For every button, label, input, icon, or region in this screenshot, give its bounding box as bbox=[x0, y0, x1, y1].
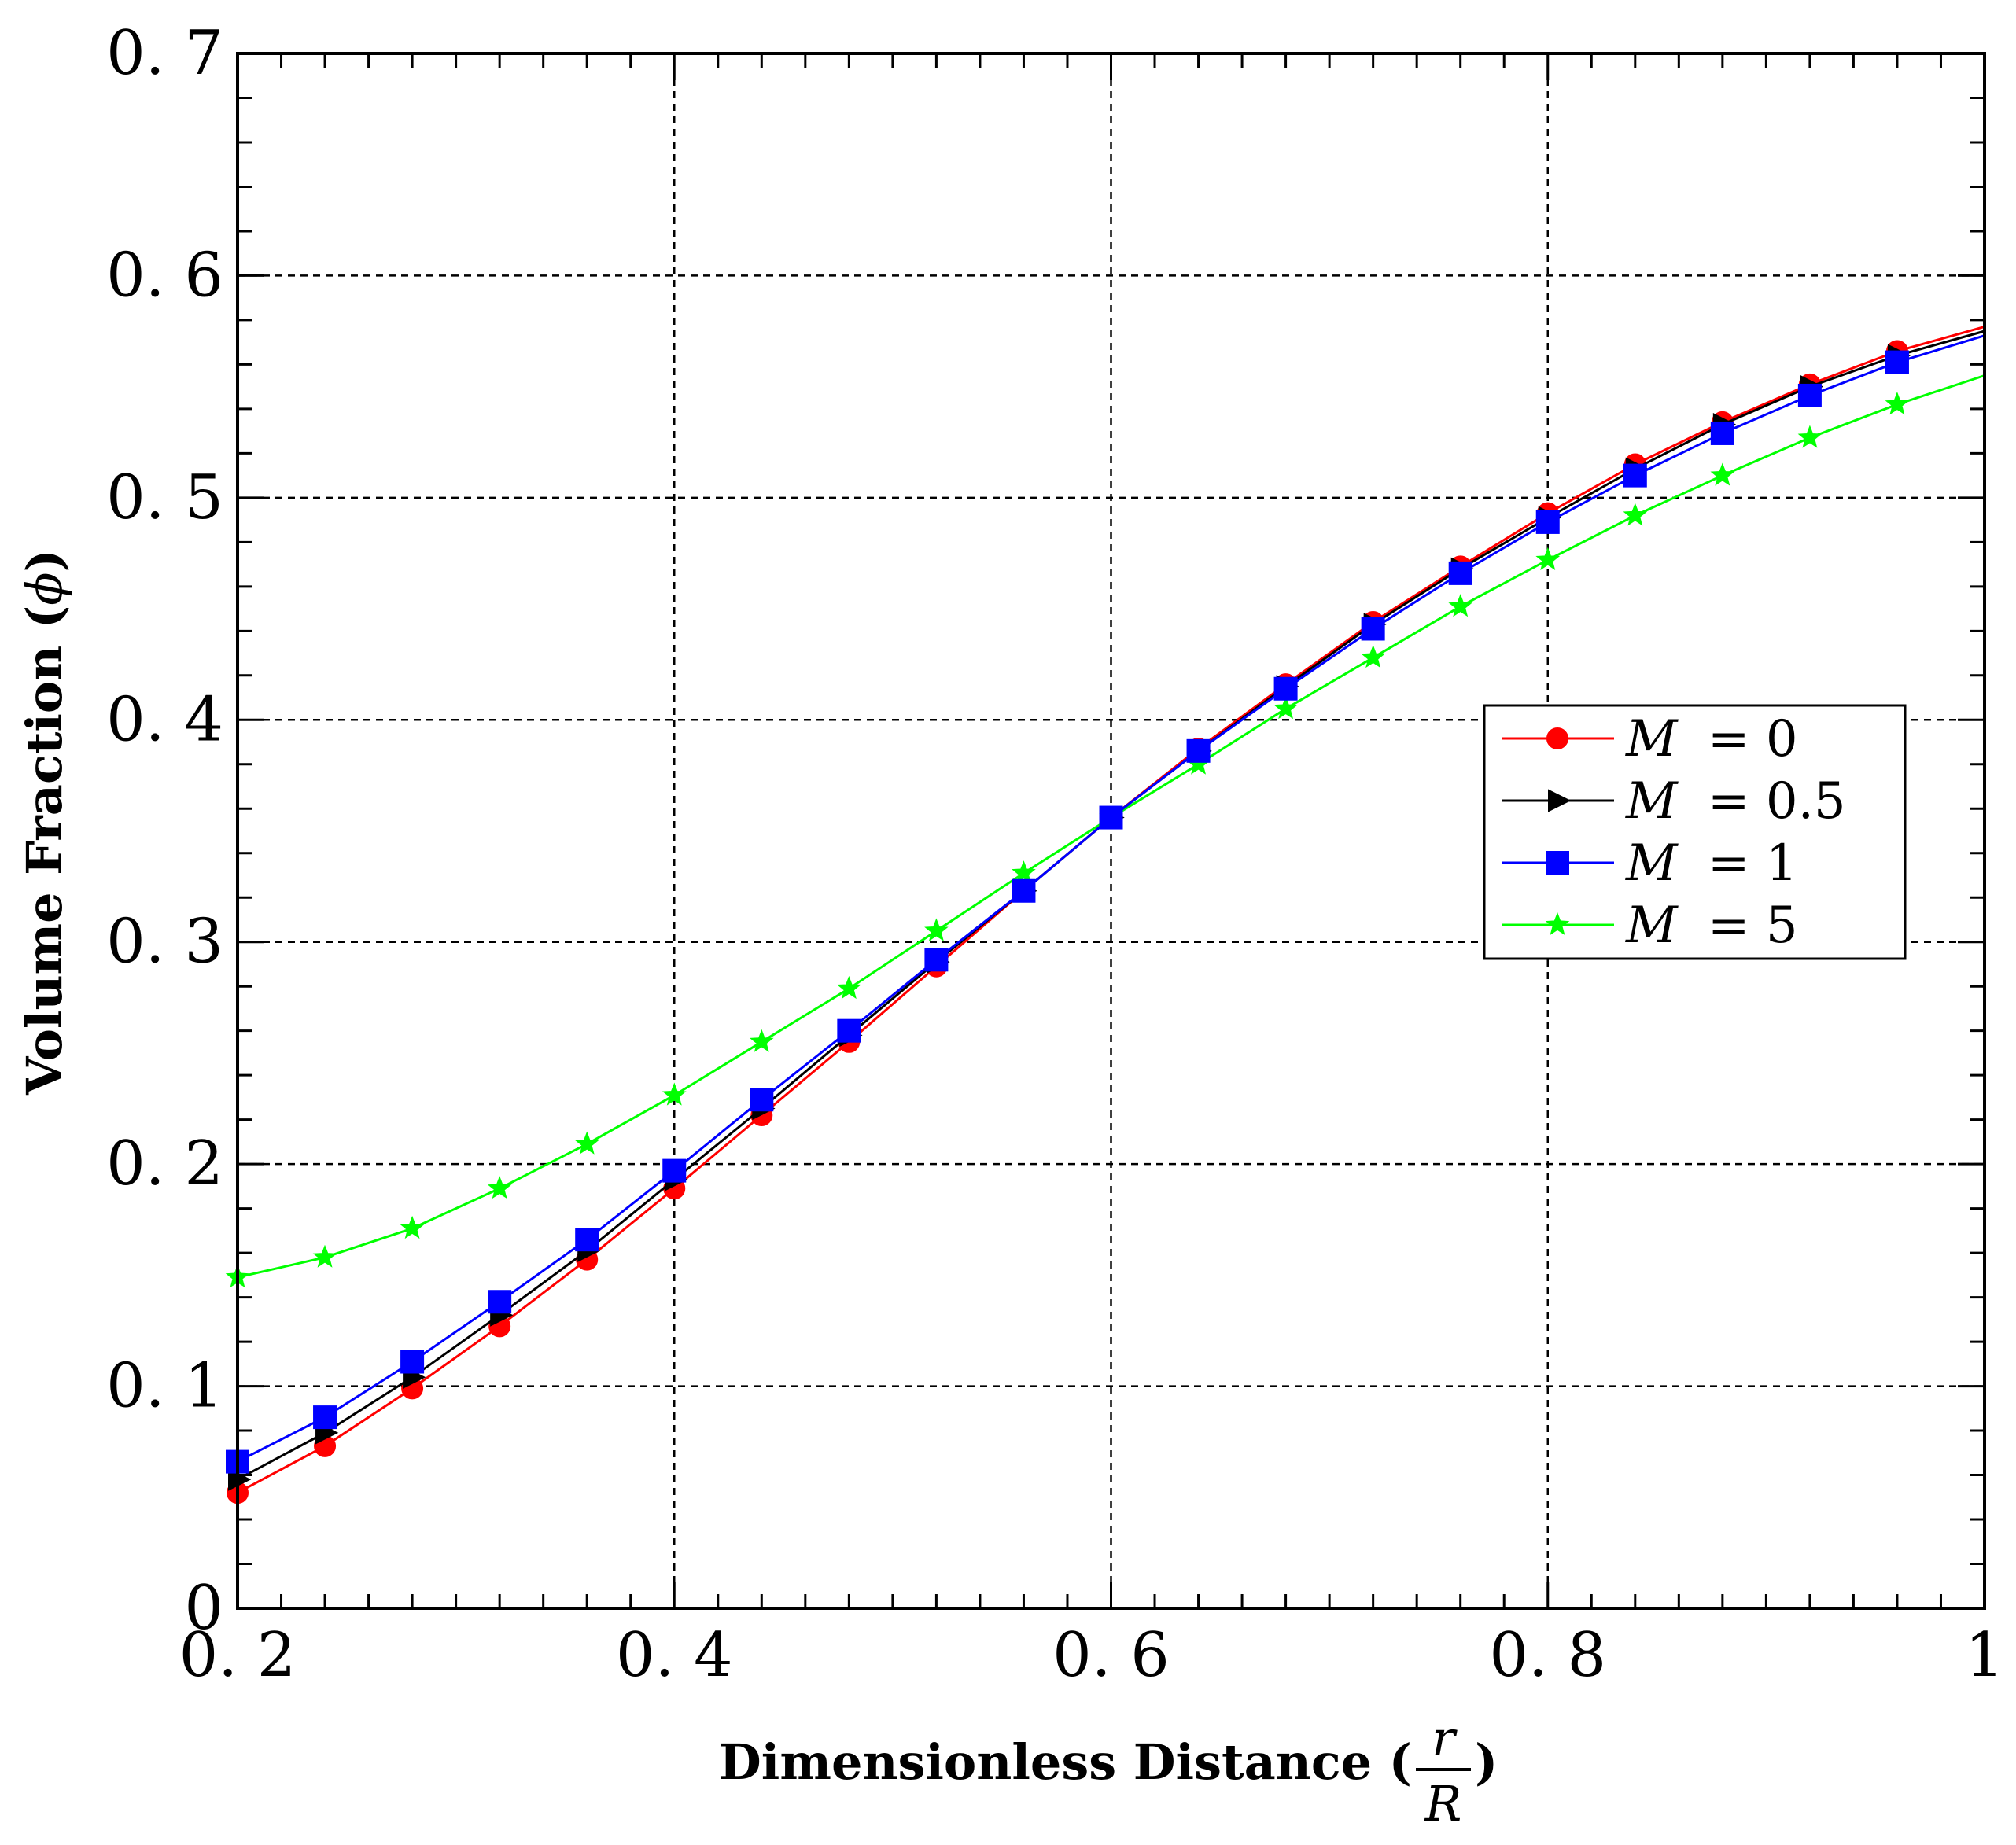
y-tick-label: 0. 2 bbox=[106, 1129, 223, 1199]
data-point bbox=[488, 1290, 512, 1314]
legend: M = 0M = 0.5M = 1M = 5 bbox=[1483, 704, 1907, 960]
x-axis-title: Dimensionless Distance ( r R ) bbox=[719, 1710, 1498, 1832]
y-tick-label: 0. 5 bbox=[106, 462, 223, 533]
legend-swatch-marker bbox=[1548, 789, 1572, 812]
data-point bbox=[1797, 383, 1822, 407]
data-point bbox=[750, 1088, 774, 1112]
legend-label-variable: M bbox=[1625, 834, 1679, 893]
x-axis-title-fraction-denominator: R bbox=[1424, 1775, 1462, 1832]
data-point bbox=[1797, 425, 1823, 448]
data-point bbox=[575, 1228, 599, 1252]
data-point bbox=[1710, 421, 1734, 445]
data-point bbox=[1448, 561, 1472, 585]
y-tick-label: 0. 7 bbox=[106, 18, 223, 89]
data-point bbox=[837, 975, 861, 1000]
plot-frame bbox=[236, 52, 1986, 1610]
data-point bbox=[1361, 645, 1385, 668]
data-point bbox=[837, 1018, 861, 1043]
legend-label: M = 1 bbox=[1625, 834, 1798, 893]
legend-swatch-marker bbox=[1546, 727, 1568, 749]
data-point bbox=[1535, 510, 1560, 534]
data-point bbox=[574, 1131, 599, 1155]
y-tick-label: 0. 1 bbox=[106, 1351, 223, 1422]
data-point bbox=[313, 1405, 337, 1430]
y-tick-label: 0. 4 bbox=[106, 684, 223, 755]
y-axis-title-symbol: ϕ bbox=[16, 572, 73, 605]
data-point bbox=[1710, 462, 1735, 486]
data-point bbox=[662, 1158, 687, 1183]
x-tick-label: 1 bbox=[1965, 1620, 2004, 1691]
data-point bbox=[1885, 392, 1910, 415]
x-tick-label: 0. 8 bbox=[1489, 1620, 1606, 1691]
legend-label-value: = 0.5 bbox=[1692, 772, 1846, 830]
legend-label: M = 0.5 bbox=[1625, 772, 1846, 830]
y-tick-label: 0. 6 bbox=[106, 240, 223, 311]
legend-swatch-marker bbox=[1546, 851, 1569, 875]
legend-label-value: = 0 bbox=[1692, 710, 1798, 768]
legend-label-value: = 5 bbox=[1692, 897, 1798, 955]
series-m-1 bbox=[226, 334, 1985, 1474]
data-point bbox=[1448, 594, 1472, 617]
legend-swatch-marker bbox=[1545, 911, 1570, 935]
data-point bbox=[1535, 547, 1561, 571]
grid-lines bbox=[238, 53, 1985, 1608]
legend-item: M = 0.5 bbox=[1502, 772, 1846, 830]
data-point bbox=[1885, 350, 1909, 374]
data-point bbox=[1273, 676, 1298, 701]
x-axis-title-close: ) bbox=[1475, 1733, 1498, 1791]
legend-label: M = 5 bbox=[1625, 897, 1798, 955]
data-point bbox=[487, 1176, 512, 1199]
data-point bbox=[1099, 805, 1123, 830]
data-point bbox=[312, 1244, 337, 1268]
data-point bbox=[1186, 738, 1211, 763]
data-point bbox=[400, 1215, 425, 1239]
data-point bbox=[924, 918, 949, 941]
legend-label-variable: M bbox=[1625, 710, 1679, 768]
data-point bbox=[1623, 463, 1647, 488]
x-axis-title-text: Dimensionless Distance ( bbox=[719, 1733, 1412, 1791]
x-axis-title-fraction-numerator: r bbox=[1432, 1710, 1458, 1767]
data-point bbox=[1012, 878, 1036, 903]
legend-item: M = 1 bbox=[1502, 834, 1798, 893]
data-point bbox=[400, 1350, 425, 1374]
data-point bbox=[662, 1082, 687, 1106]
data-point bbox=[1623, 503, 1648, 526]
data-point bbox=[924, 948, 949, 972]
x-tick-label: 0. 2 bbox=[179, 1620, 297, 1691]
x-tick-label: 0. 4 bbox=[616, 1620, 733, 1691]
y-tick-label: 0. 3 bbox=[106, 907, 223, 978]
data-point bbox=[1361, 617, 1385, 641]
legend-label-variable: M bbox=[1625, 772, 1679, 830]
legend-label-value: = 1 bbox=[1692, 834, 1798, 893]
series-layer bbox=[225, 325, 1985, 1504]
legend-label-variable: M bbox=[1625, 897, 1679, 955]
data-point bbox=[750, 1029, 774, 1052]
legend-label: M = 0 bbox=[1625, 710, 1798, 768]
y-axis-title: Volume Fraction (ϕ) bbox=[16, 549, 73, 1096]
data-point bbox=[1012, 860, 1036, 884]
tick-labels: 0. 2 0. 4 0. 6 0. 8 1 0 0. 1 0. 2 0. 3 0. 4 0. 5 0.… bbox=[106, 18, 2004, 1691]
legend-item: M = 5 bbox=[1502, 897, 1798, 955]
y-axis-title-text: Volume Fraction ( bbox=[16, 606, 73, 1096]
data-point bbox=[1273, 696, 1298, 720]
y-axis-title-close: ) bbox=[16, 549, 73, 572]
y-tick-label: 0 bbox=[184, 1573, 223, 1644]
legend-item: M = 0 bbox=[1502, 710, 1798, 768]
x-tick-label: 0. 6 bbox=[1052, 1620, 1170, 1691]
